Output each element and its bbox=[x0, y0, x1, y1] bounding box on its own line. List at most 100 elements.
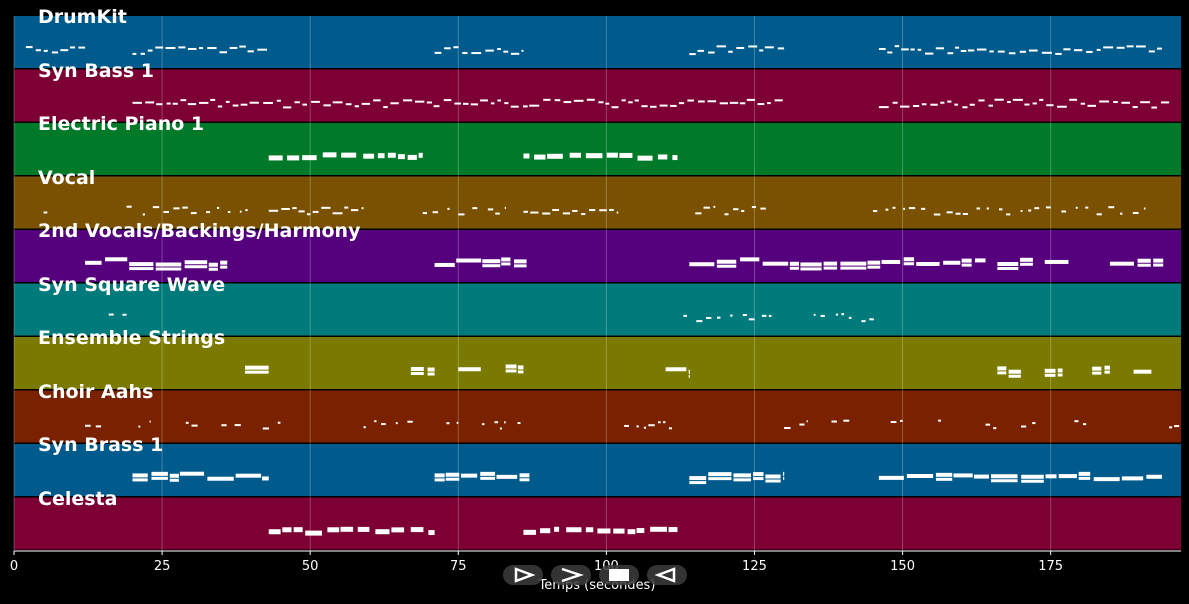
note bbox=[760, 207, 766, 210]
note bbox=[529, 104, 540, 107]
note bbox=[332, 101, 343, 104]
note bbox=[517, 370, 524, 374]
forward-button[interactable] bbox=[551, 565, 591, 585]
note bbox=[678, 102, 685, 105]
note bbox=[383, 106, 388, 109]
note bbox=[1045, 206, 1051, 209]
note bbox=[1058, 474, 1077, 479]
note bbox=[563, 101, 572, 104]
note bbox=[1055, 52, 1062, 55]
note bbox=[840, 261, 867, 266]
note bbox=[1151, 106, 1158, 109]
note bbox=[432, 211, 439, 214]
note bbox=[1153, 263, 1164, 267]
note bbox=[427, 367, 435, 372]
note bbox=[145, 101, 155, 104]
note bbox=[277, 421, 281, 424]
note bbox=[216, 206, 220, 209]
note bbox=[606, 152, 618, 158]
note bbox=[1073, 49, 1083, 52]
note bbox=[220, 265, 228, 269]
note bbox=[445, 477, 460, 481]
note bbox=[433, 105, 440, 108]
note bbox=[187, 47, 197, 50]
note bbox=[126, 205, 132, 208]
note bbox=[598, 101, 604, 104]
note bbox=[190, 212, 197, 215]
note bbox=[1093, 477, 1120, 482]
note bbox=[1153, 258, 1164, 263]
note bbox=[759, 49, 764, 52]
note bbox=[627, 529, 636, 535]
note bbox=[375, 529, 390, 535]
note bbox=[742, 314, 747, 317]
note bbox=[894, 45, 900, 48]
note bbox=[434, 473, 445, 478]
note bbox=[1021, 425, 1027, 428]
note bbox=[523, 210, 528, 213]
note bbox=[1104, 370, 1110, 374]
note bbox=[43, 211, 48, 214]
note bbox=[1020, 257, 1033, 262]
x-tick-label: 25 bbox=[153, 559, 171, 574]
note bbox=[51, 51, 59, 54]
note bbox=[777, 47, 785, 50]
note bbox=[611, 106, 619, 109]
note bbox=[443, 99, 452, 102]
note bbox=[619, 152, 633, 158]
note bbox=[321, 206, 331, 209]
note bbox=[901, 48, 909, 51]
note bbox=[142, 213, 145, 216]
note bbox=[872, 210, 878, 213]
note bbox=[1074, 420, 1079, 423]
note bbox=[954, 103, 958, 106]
note bbox=[586, 98, 595, 101]
note bbox=[207, 476, 234, 481]
note bbox=[445, 472, 460, 477]
note bbox=[605, 102, 610, 105]
note bbox=[480, 99, 488, 102]
note bbox=[1057, 373, 1063, 377]
note bbox=[221, 424, 227, 427]
note bbox=[708, 472, 732, 477]
note bbox=[739, 102, 746, 105]
note bbox=[458, 213, 465, 216]
note bbox=[733, 473, 752, 478]
note bbox=[418, 152, 423, 158]
note bbox=[767, 102, 771, 105]
note bbox=[387, 152, 396, 158]
note bbox=[105, 257, 128, 262]
rewind-button[interactable] bbox=[647, 565, 687, 585]
note bbox=[410, 366, 424, 371]
play-button[interactable] bbox=[503, 565, 543, 585]
note bbox=[227, 211, 231, 214]
note bbox=[293, 527, 303, 533]
note bbox=[1078, 476, 1091, 480]
note bbox=[689, 481, 707, 485]
note bbox=[751, 206, 757, 209]
note bbox=[892, 101, 898, 104]
note bbox=[1046, 104, 1054, 107]
note bbox=[1063, 48, 1071, 51]
note bbox=[294, 101, 300, 104]
note bbox=[961, 263, 972, 267]
note bbox=[1080, 102, 1086, 105]
note bbox=[85, 424, 91, 427]
x-tick-label: 50 bbox=[301, 559, 319, 574]
note bbox=[1137, 263, 1151, 267]
note bbox=[191, 424, 198, 427]
note bbox=[885, 208, 889, 211]
note bbox=[689, 476, 707, 481]
note bbox=[1108, 206, 1115, 209]
note bbox=[947, 100, 952, 103]
note bbox=[960, 49, 967, 52]
note bbox=[768, 314, 772, 317]
note bbox=[1104, 365, 1110, 370]
note bbox=[562, 212, 571, 215]
note bbox=[789, 261, 800, 266]
note bbox=[504, 102, 509, 105]
track-name: DrumKit bbox=[38, 6, 127, 28]
note bbox=[434, 478, 445, 482]
track-name: Vocal bbox=[38, 166, 96, 189]
stop-button[interactable] bbox=[599, 565, 639, 585]
